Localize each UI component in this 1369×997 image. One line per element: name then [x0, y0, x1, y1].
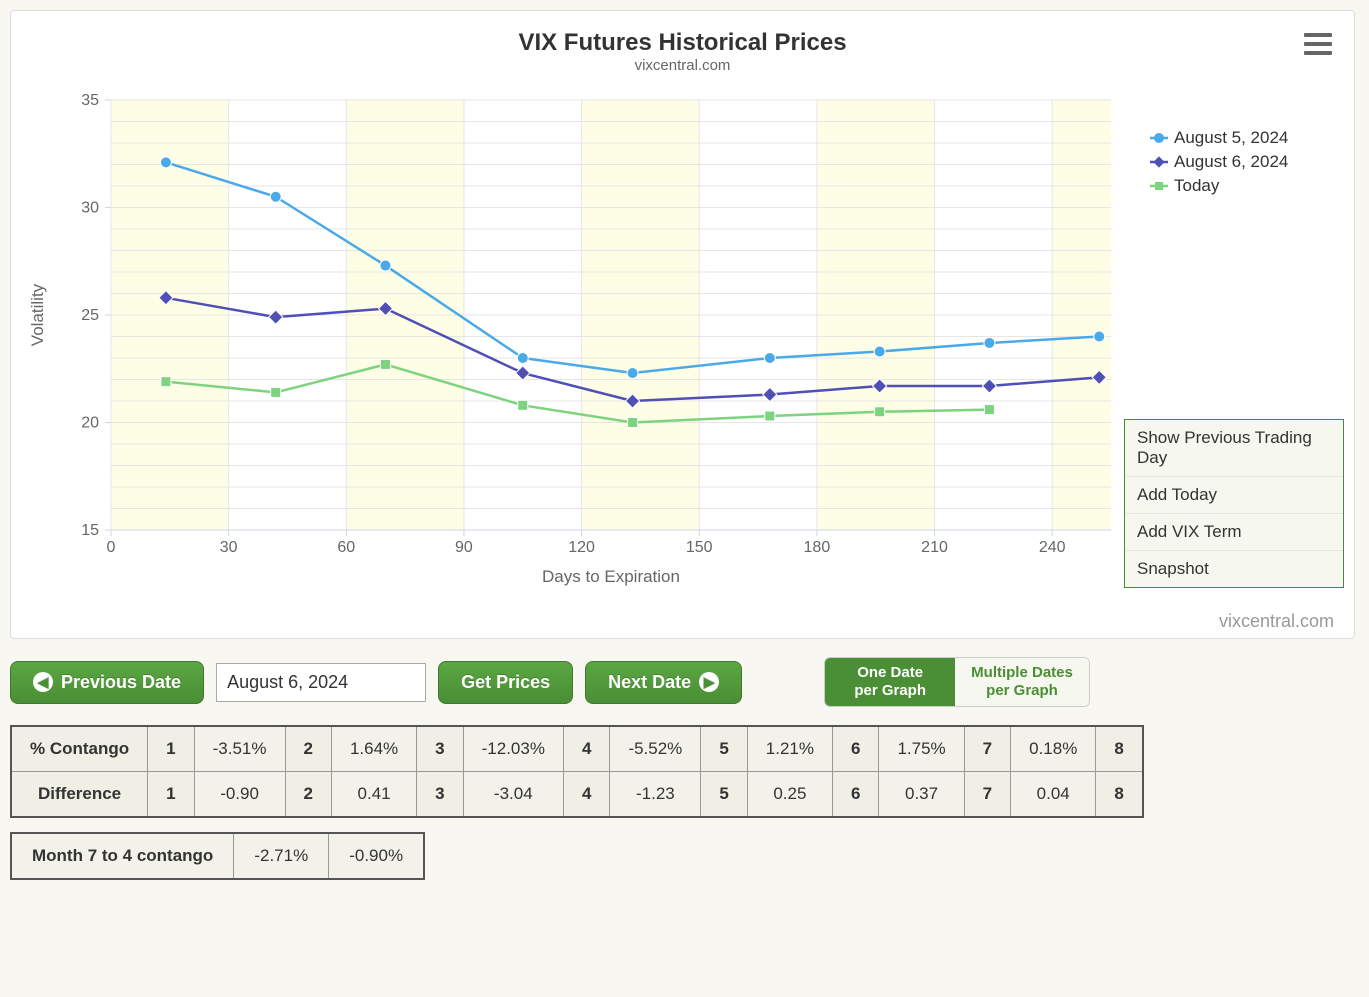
svg-text:20: 20 [81, 415, 99, 432]
legend-label: Today [1174, 176, 1219, 196]
svg-text:210: 210 [921, 539, 948, 556]
chart-menu-icon[interactable] [1304, 33, 1332, 55]
table-cell: 1.64% [331, 726, 416, 772]
table-cell: -12.03% [463, 726, 563, 772]
table-cell: 0.37 [879, 772, 964, 818]
table-cell: 0.25 [747, 772, 832, 818]
table-cell: 7 [964, 772, 1010, 818]
svg-text:120: 120 [568, 539, 595, 556]
svg-text:60: 60 [337, 539, 355, 556]
row-label: % Contango [11, 726, 148, 772]
arrow-left-icon: ◀ [33, 672, 53, 692]
table-cell: 7 [964, 726, 1010, 772]
table-cell: 5 [701, 726, 747, 772]
table-cell: -3.04 [463, 772, 563, 818]
chart-plot: 15 20 25 30 35 0 30 60 90 120 150 180 210 240 Days to … [21, 80, 1131, 600]
table-cell: 2 [285, 772, 331, 818]
svg-text:30: 30 [81, 200, 99, 217]
button-label: Get Prices [461, 672, 550, 693]
table-cell: 2 [285, 726, 331, 772]
table-cell: -0.90% [329, 833, 424, 879]
table-cell: 1.21% [747, 726, 832, 772]
toggle-multiple-dates[interactable]: Multiple Datesper Graph [955, 658, 1089, 706]
side-menu-item[interactable]: Add Today [1125, 476, 1343, 513]
controls-bar: ◀ Previous Date Get Prices Next Date ▶ O… [10, 657, 1359, 707]
side-menu-item[interactable]: Show Previous Trading Day [1125, 420, 1343, 476]
table-cell: -3.51% [194, 726, 285, 772]
legend-label: August 5, 2024 [1174, 128, 1288, 148]
table-cell: -2.71% [234, 833, 329, 879]
chart-title: VIX Futures Historical Prices [21, 29, 1344, 57]
svg-text:240: 240 [1039, 539, 1066, 556]
table-cell: 1.75% [879, 726, 964, 772]
table-cell: 1 [148, 726, 194, 772]
svg-text:Days to Expiration: Days to Expiration [542, 567, 680, 586]
table-cell: 0.04 [1011, 772, 1096, 818]
svg-text:35: 35 [81, 92, 99, 109]
side-menu-item[interactable]: Add VIX Term [1125, 513, 1343, 550]
button-label: Previous Date [61, 672, 181, 693]
next-date-button[interactable]: Next Date ▶ [585, 661, 742, 704]
legend-label: August 6, 2024 [1174, 152, 1288, 172]
chart-subtitle: vixcentral.com [21, 57, 1344, 74]
table-cell: 4 [563, 726, 609, 772]
svg-text:30: 30 [220, 539, 238, 556]
chart-panel: VIX Futures Historical Prices vixcentral… [10, 10, 1355, 639]
table-cell: -0.90 [194, 772, 285, 818]
graph-mode-toggle: One Dateper Graph Multiple Datesper Grap… [824, 657, 1090, 707]
toggle-one-date[interactable]: One Dateper Graph [825, 658, 955, 706]
table-cell: 8 [1096, 726, 1143, 772]
svg-text:0: 0 [107, 539, 116, 556]
table-cell: -5.52% [610, 726, 701, 772]
legend-marker-icon [1150, 153, 1168, 171]
table-cell: 0.41 [331, 772, 416, 818]
row-label: Month 7 to 4 contango [11, 833, 234, 879]
svg-text:180: 180 [804, 539, 831, 556]
svg-text:90: 90 [455, 539, 473, 556]
svg-text:Volatility: Volatility [28, 283, 47, 346]
get-prices-button[interactable]: Get Prices [438, 661, 573, 704]
table-row: % Contango1-3.51%21.64%3-12.03%4-5.52%51… [11, 726, 1143, 772]
side-menu-item[interactable]: Snapshot [1125, 550, 1343, 587]
table-cell: 6 [832, 726, 878, 772]
month-contango-table: Month 7 to 4 contango-2.71%-0.90% [10, 832, 425, 880]
table-row: Month 7 to 4 contango-2.71%-0.90% [11, 833, 424, 879]
arrow-right-icon: ▶ [699, 672, 719, 692]
table-cell: 6 [832, 772, 878, 818]
chart-credits: vixcentral.com [21, 605, 1344, 634]
svg-text:150: 150 [686, 539, 713, 556]
row-label: Difference [11, 772, 148, 818]
chart-side-menu: Show Previous Trading DayAdd TodayAdd VI… [1124, 419, 1344, 588]
table-cell: 5 [701, 772, 747, 818]
table-cell: -1.23 [610, 772, 701, 818]
table-cell: 3 [417, 772, 463, 818]
legend-item[interactable]: August 6, 2024 [1150, 152, 1344, 172]
previous-date-button[interactable]: ◀ Previous Date [10, 661, 204, 704]
svg-text:25: 25 [81, 307, 99, 324]
legend-item[interactable]: Today [1150, 176, 1344, 196]
date-input[interactable] [216, 663, 426, 702]
table-cell: 4 [563, 772, 609, 818]
table-cell: 8 [1096, 772, 1143, 818]
table-cell: 0.18% [1011, 726, 1096, 772]
table-cell: 3 [417, 726, 463, 772]
svg-text:15: 15 [81, 522, 99, 539]
legend-marker-icon [1150, 129, 1168, 147]
chart-legend: August 5, 2024 August 6, 2024 Today [1144, 80, 1344, 200]
legend-marker-icon [1150, 177, 1168, 195]
table-cell: 1 [148, 772, 194, 818]
legend-item[interactable]: August 5, 2024 [1150, 128, 1344, 148]
button-label: Next Date [608, 672, 691, 693]
table-row: Difference1-0.9020.413-3.044-1.2350.2560… [11, 772, 1143, 818]
contango-table: % Contango1-3.51%21.64%3-12.03%4-5.52%51… [10, 725, 1144, 818]
